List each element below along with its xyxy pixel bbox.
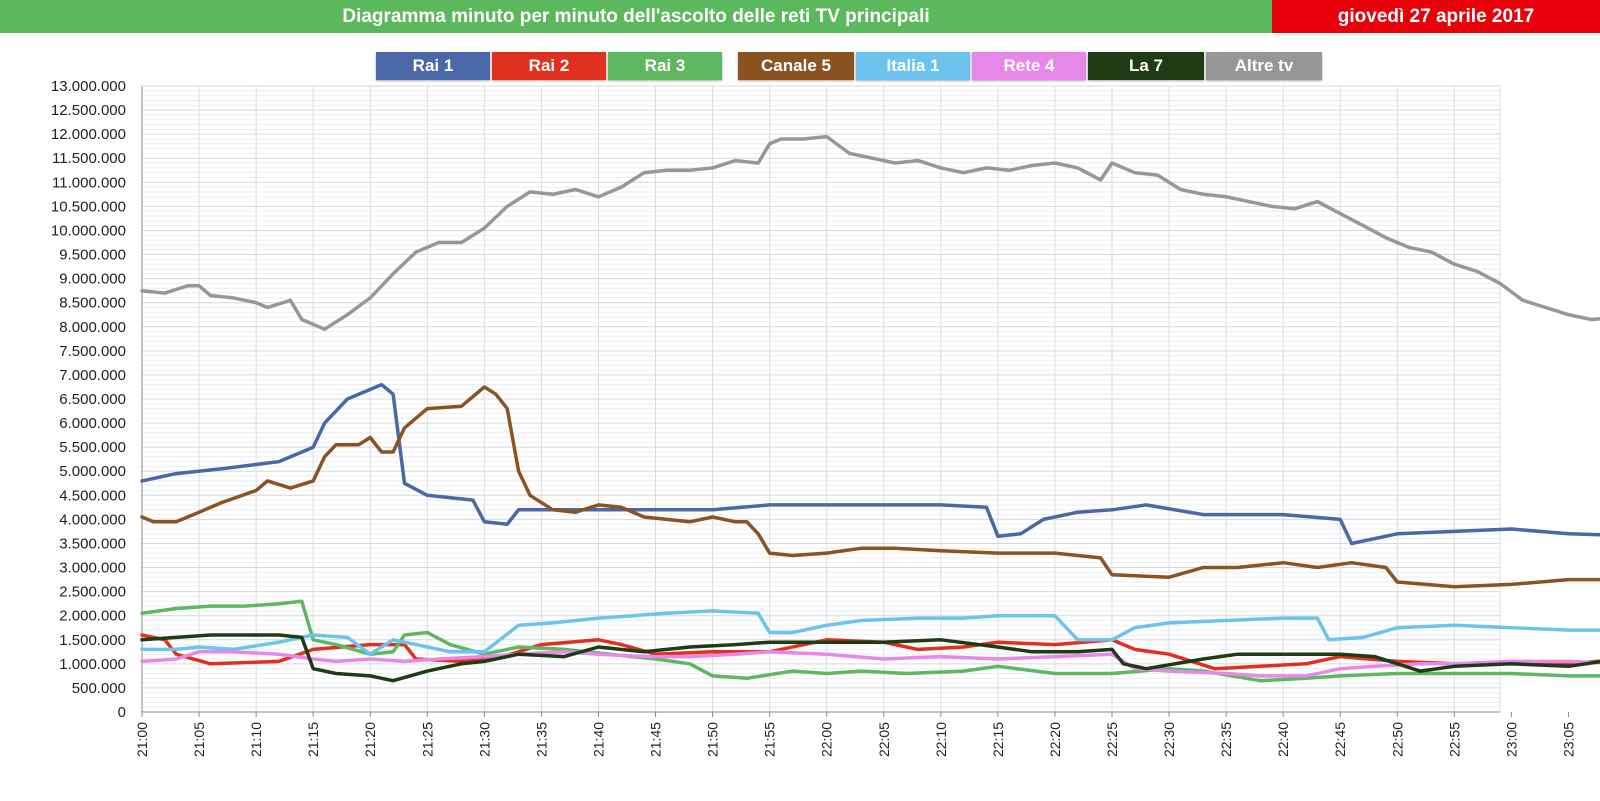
x-tick-label: 21:20 [362,722,378,757]
y-tick-label: 10.500.000 [51,198,126,215]
series-line-italia-1 [140,609,1600,656]
y-tick-label: 1.000.000 [59,656,126,673]
y-tick-label: 6.500.000 [59,391,126,408]
x-tick-label: 22:05 [876,722,892,757]
x-tick-label: 21:00 [134,722,150,757]
y-tick-label: 5.500.000 [59,439,126,456]
x-tick-label: 22:10 [933,722,949,757]
x-tick-label: 21:15 [305,722,321,757]
x-tick-label: 21:50 [705,722,721,757]
date-banner: giovedì 27 aprile 2017 [1272,0,1600,33]
y-tick-label: 4.000.000 [59,511,126,528]
x-tick-label: 21:10 [248,722,264,757]
date-label: giovedì 27 aprile 2017 [1337,5,1535,27]
y-tick-label: 500.000 [72,680,126,697]
y-tick-label: 0 [118,704,126,721]
series-line-rai-3 [140,599,1600,683]
legend-item-altre-tv: Altre tv [1206,52,1322,80]
x-tick-label: 23:00 [1503,722,1519,757]
legend-item-rai-1: Rai 1 [376,52,490,80]
x-tick-label: 22:00 [819,722,835,757]
y-tick-label: 2.500.000 [59,584,126,601]
x-tick-label: 22:45 [1332,722,1348,757]
y-tick-label: 7.000.000 [59,367,126,384]
x-tick-label: 22:35 [1218,722,1234,757]
series-line-rai-1 [140,382,1600,546]
y-tick-label: 8.500.000 [59,295,126,312]
series-line-canale-5 [140,385,1600,589]
y-tick-label: 12.500.000 [51,102,126,119]
x-tick-label: 22:50 [1389,722,1405,757]
y-tick-label: 9.000.000 [59,271,126,288]
x-tick-label: 21:45 [648,722,664,757]
x-tick-label: 21:40 [590,722,606,757]
legend-item-rai-2: Rai 2 [492,52,606,80]
y-tick-label: 4.500.000 [59,487,126,504]
chart-legend: Rai 1 Rai 2 Rai 3 Canale 5 Italia 1 Rete 4 La … [0,52,1600,80]
x-tick-label: 21:05 [191,722,207,757]
y-tick-label: 8.000.000 [59,319,126,336]
x-tick-label: 22:25 [1104,722,1120,757]
y-tick-label: 3.000.000 [59,560,126,577]
chart-title: Diagramma minuto per minuto dell'ascolto… [342,5,930,27]
x-tick-label: 22:15 [990,722,1006,757]
series-line-altre-tv [140,134,1600,331]
chart-title-bar: Diagramma minuto per minuto dell'ascolto… [0,0,1272,33]
y-tick-label: 7.500.000 [59,343,126,360]
x-tick-label: 22:40 [1275,722,1291,757]
y-tick-label: 11.500.000 [52,150,126,167]
y-tick-label: 13.000.000 [51,78,126,95]
legend-item-italia-1: Italia 1 [856,52,970,80]
y-tick-label: 12.000.000 [51,126,126,143]
series-line-rete-4 [140,650,1600,678]
y-tick-label: 9.500.000 [59,247,126,264]
y-tick-label: 5.000.000 [59,463,126,480]
y-tick-label: 10.000.000 [51,222,126,239]
x-tick-label: 22:30 [1161,722,1177,757]
x-tick-label: 22:55 [1446,722,1462,757]
x-tick-label: 21:35 [533,722,549,757]
legend-item-la-7: La 7 [1088,52,1204,80]
x-tick-label: 23:05 [1560,722,1576,757]
y-tick-label: 2.000.000 [59,608,126,625]
x-tick-label: 21:25 [419,722,435,757]
legend-item-rete-4: Rete 4 [972,52,1086,80]
legend-item-rai-3: Rai 3 [608,52,722,80]
y-tick-label: 3.500.000 [59,535,126,552]
x-tick-label: 21:30 [476,722,492,757]
y-tick-label: 11.000.000 [52,174,126,191]
legend-item-canale-5: Canale 5 [738,52,854,80]
x-tick-label: 22:20 [1047,722,1063,757]
series-line-la-7 [140,633,1600,683]
x-tick-label: 21:55 [762,722,778,757]
y-tick-label: 6.000.000 [59,415,126,432]
y-tick-label: 1.500.000 [59,632,126,649]
